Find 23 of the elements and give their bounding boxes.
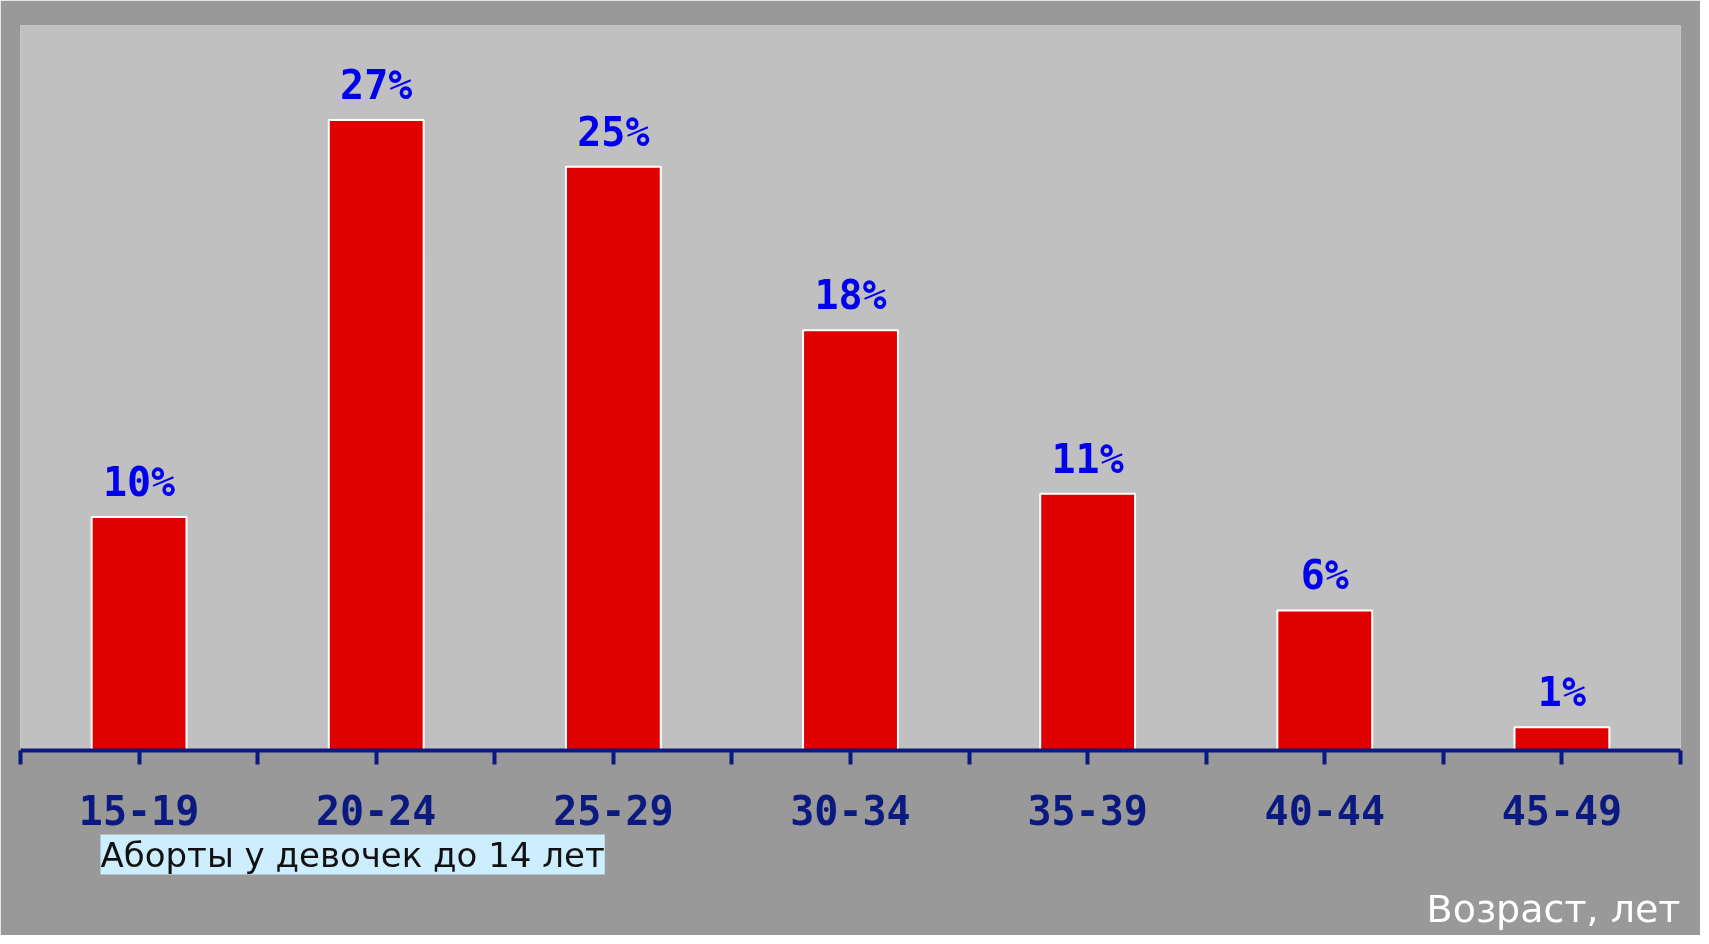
bar	[327, 119, 425, 751]
data-label: 18%	[814, 272, 887, 319]
bar	[564, 165, 662, 751]
data-label: 10%	[102, 459, 176, 506]
bar	[1039, 492, 1137, 751]
bar	[1276, 609, 1374, 751]
x-tick-label: 25-29	[553, 787, 674, 834]
data-label: 1%	[1537, 669, 1587, 716]
x-tick-label: 15-19	[78, 787, 200, 834]
text: Аборты у девочек до 14 лет	[100, 834, 605, 875]
x-tick-label: 45-49	[1501, 787, 1623, 834]
bar	[802, 329, 899, 751]
bar	[90, 516, 188, 751]
x-tick-label: 35-39	[1027, 787, 1148, 834]
data-label: 25%	[577, 108, 650, 155]
bar	[1513, 726, 1611, 751]
data-label: 6%	[1300, 552, 1349, 599]
x-axis-title: Возраст, лет	[1426, 886, 1681, 931]
x-tick-label: 20-24	[316, 787, 437, 834]
data-label: 11%	[1051, 435, 1124, 482]
x-tick-label: 40-44	[1264, 787, 1385, 834]
data-label: 27%	[340, 62, 413, 109]
x-tick-label: 30-34	[790, 787, 911, 834]
